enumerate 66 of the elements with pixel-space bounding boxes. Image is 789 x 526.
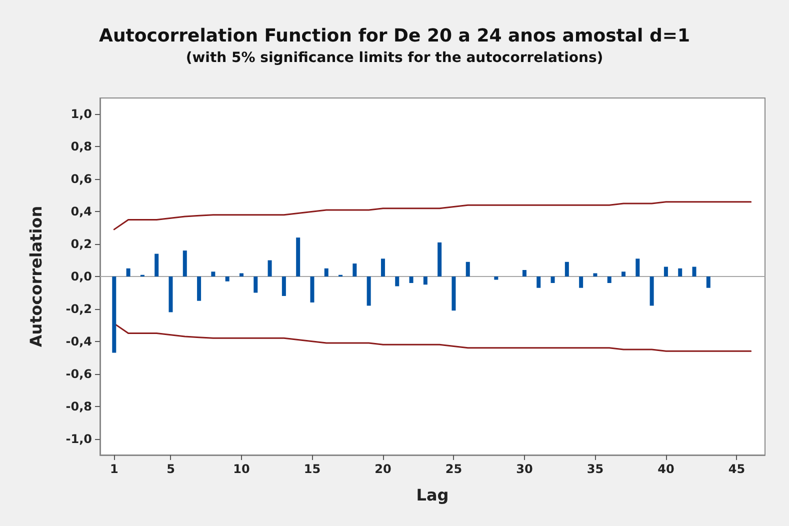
bar bbox=[352, 264, 357, 276]
bar bbox=[254, 276, 258, 293]
chart-subtitle: (with 5% significance limits for the autocorrelations) bbox=[186, 50, 604, 66]
x-tick-label: 40 bbox=[658, 462, 674, 476]
line-series bbox=[113, 322, 752, 352]
bar bbox=[380, 258, 385, 276]
bar bbox=[225, 276, 230, 282]
bar bbox=[522, 270, 526, 276]
x-tick-label: 25 bbox=[445, 462, 462, 476]
line-series bbox=[113, 201, 752, 230]
x-tick-label: 20 bbox=[374, 462, 392, 476]
bar bbox=[409, 276, 414, 283]
bar bbox=[692, 266, 696, 276]
bar bbox=[268, 260, 272, 276]
y-tick-label: 1,0 bbox=[70, 107, 92, 122]
bar bbox=[310, 276, 314, 302]
x-tick-label: 35 bbox=[586, 462, 604, 476]
bar bbox=[154, 254, 159, 276]
bar bbox=[622, 272, 626, 276]
bar bbox=[536, 276, 541, 288]
bar bbox=[126, 268, 130, 276]
y-tick-label: -1,0 bbox=[66, 432, 92, 446]
bar bbox=[579, 276, 584, 288]
bar bbox=[564, 262, 569, 276]
bar bbox=[395, 276, 400, 286]
bar bbox=[296, 238, 300, 276]
bar bbox=[324, 268, 328, 276]
bar bbox=[168, 276, 173, 312]
y-tick-label: 0,6 bbox=[70, 172, 92, 186]
y-tick-label: -0,4 bbox=[66, 334, 92, 348]
bar bbox=[636, 258, 640, 276]
bar bbox=[664, 266, 668, 276]
chart-title: Autocorrelation Function for De 20 a 24 anos amostal d=1 bbox=[99, 26, 690, 46]
bar bbox=[494, 276, 498, 280]
y-tick-label: 0,4 bbox=[70, 204, 92, 219]
x-tick-label: 5 bbox=[166, 462, 175, 476]
y-tick-label: -0,2 bbox=[66, 302, 92, 316]
bar bbox=[438, 242, 442, 276]
y-axis-title: Autocorrelation bbox=[26, 206, 46, 348]
bar bbox=[466, 262, 470, 276]
bar bbox=[452, 276, 456, 311]
x-tick-label: 1 bbox=[110, 462, 118, 476]
y-tick-label: -0,6 bbox=[66, 366, 92, 381]
y-tick-label: 0,0 bbox=[70, 270, 92, 284]
x-tick-label: 30 bbox=[516, 462, 533, 476]
bar bbox=[423, 276, 428, 285]
bar bbox=[112, 276, 116, 353]
y-tick-label: -0,8 bbox=[66, 399, 92, 414]
bar bbox=[650, 276, 654, 306]
bar bbox=[282, 276, 286, 296]
bar bbox=[706, 276, 710, 288]
x-tick-label: 45 bbox=[728, 462, 746, 476]
bar bbox=[593, 273, 598, 276]
y-tick-label: 0,2 bbox=[70, 237, 92, 252]
bar bbox=[197, 276, 202, 301]
x-axis-title: Lag bbox=[416, 486, 449, 504]
bar bbox=[550, 276, 555, 283]
bar bbox=[607, 276, 612, 283]
x-tick-label: 15 bbox=[304, 462, 321, 476]
bar bbox=[182, 250, 187, 276]
y-tick-label: 0,8 bbox=[70, 140, 92, 154]
x-tick-label: 10 bbox=[233, 462, 250, 476]
bar bbox=[239, 273, 244, 276]
bar bbox=[678, 268, 682, 276]
bar bbox=[211, 272, 216, 276]
bar bbox=[366, 276, 371, 306]
